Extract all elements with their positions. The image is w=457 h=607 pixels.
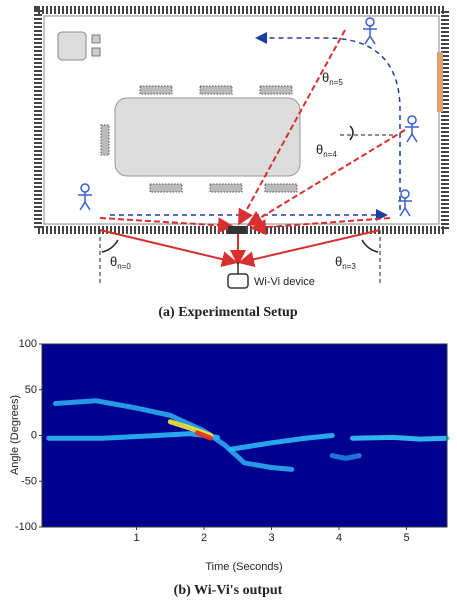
angle-label: θn=0	[110, 254, 131, 271]
caption: (b) Wi-Vi's output	[174, 583, 283, 598]
shape	[210, 184, 242, 192]
y-tick-label: 0	[31, 430, 37, 442]
y-tick-label: -50	[21, 475, 37, 487]
shape	[92, 35, 100, 43]
shape	[242, 230, 380, 262]
label-part: n=0	[117, 262, 131, 271]
signal-trace	[353, 437, 448, 439]
y-tick-label: 100	[19, 338, 37, 350]
label-part: n=5	[329, 78, 343, 87]
caption: (a) Experimental Setup	[158, 305, 297, 320]
x-tick-label: 1	[133, 532, 139, 544]
shape	[100, 230, 234, 262]
signal-trace	[332, 456, 359, 459]
shape	[228, 274, 248, 288]
shape	[58, 32, 86, 60]
shape	[265, 184, 297, 192]
shape	[362, 240, 378, 252]
shape	[200, 86, 232, 94]
shape	[437, 52, 443, 112]
shape	[150, 184, 182, 192]
label-part: θ	[335, 254, 342, 269]
shape	[101, 125, 109, 155]
label-part: θ	[110, 254, 117, 269]
shape	[228, 226, 246, 234]
label-part: θ	[322, 70, 329, 85]
angle-chart: Angle (Degrees) Time (Seconds) (b) Wi-Vi…	[9, 338, 447, 598]
x-tick-label: 5	[403, 532, 409, 544]
y-tick-label: -100	[15, 521, 37, 533]
x-axis-label: Time (Seconds)	[205, 561, 282, 573]
figure: θn=5 θn=4 θn=0 θn=3 Wi-Vi device (a) Exp…	[0, 0, 457, 602]
y-tick-label: 50	[25, 384, 37, 396]
shape	[92, 48, 100, 56]
label-part: n=3	[342, 262, 356, 271]
shape	[140, 86, 172, 94]
x-tick-label: 2	[201, 532, 207, 544]
y-axis-label: Angle (Degrees)	[9, 395, 21, 475]
x-tick-label: 3	[268, 532, 274, 544]
shape	[115, 98, 300, 176]
label-part: θ	[316, 142, 323, 157]
shape	[228, 262, 248, 288]
label-part: n=4	[323, 150, 337, 159]
shape	[102, 240, 118, 252]
shape	[260, 86, 292, 94]
device-label: Wi-Vi device	[254, 276, 315, 288]
experimental-setup: θn=5 θn=4 θn=0 θn=3 Wi-Vi device (a) Exp…	[38, 10, 445, 320]
angle-label: θn=3	[335, 254, 356, 271]
x-tick-label: 4	[336, 532, 342, 544]
